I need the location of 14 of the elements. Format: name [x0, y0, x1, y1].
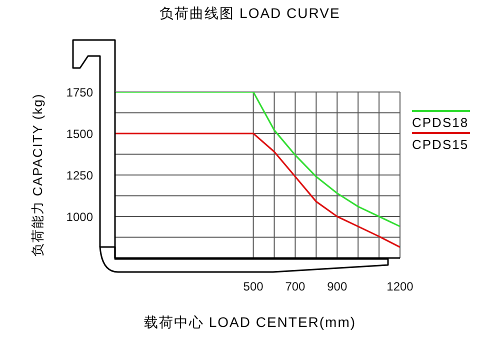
legend-label: CPDS15	[412, 137, 470, 152]
x-axis-title: 载荷中心 LOAD CENTER(mm)	[142, 314, 358, 332]
y-tick-label: 1000	[66, 210, 94, 224]
y-axis-title: 负荷能力 CAPACITY (kg)	[29, 93, 46, 257]
x-tick-label: 500	[243, 280, 264, 294]
y-tick-label: 1750	[66, 85, 94, 100]
y-tick-label: 1500	[66, 126, 94, 141]
x-tick-label: 1200	[386, 280, 414, 294]
x-tick-label: 700	[285, 280, 306, 294]
y-tick-label: 1250	[66, 168, 94, 182]
line-series	[115, 132, 400, 248]
legend-label: CPDS18	[412, 115, 470, 130]
chart-title: 负荷曲线图 LOAD CURVE	[158, 5, 342, 23]
x-tick-label: 900	[327, 280, 348, 294]
